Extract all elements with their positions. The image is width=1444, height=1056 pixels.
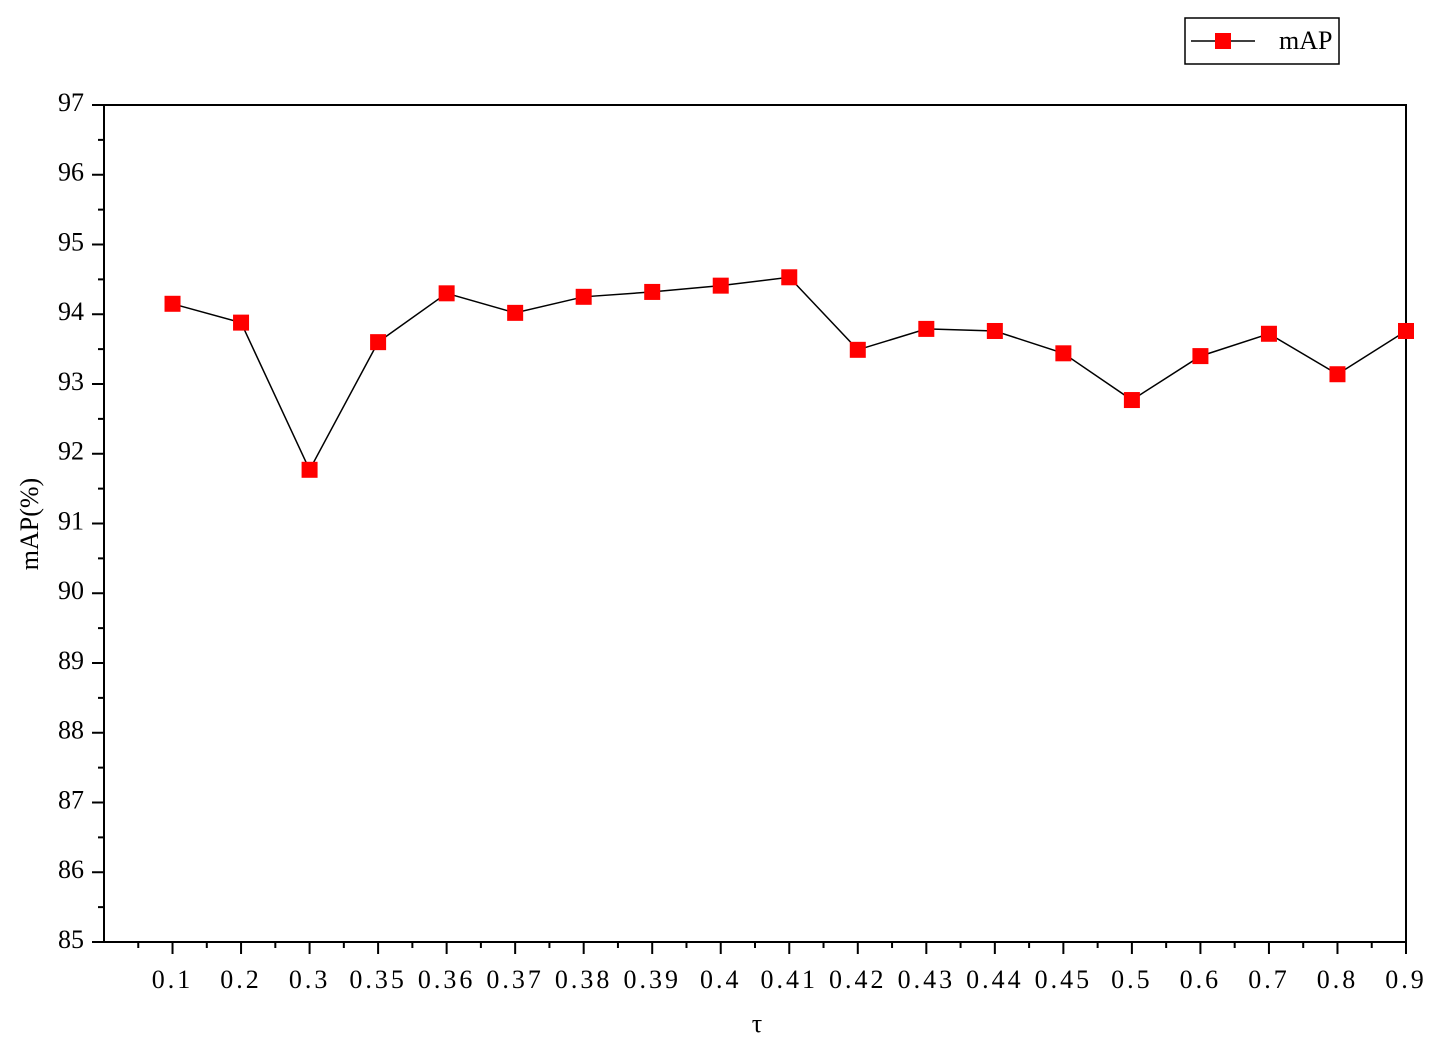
data-point: [1329, 366, 1346, 383]
x-tick-label: 0.36: [418, 965, 476, 994]
y-tick-label: 88: [58, 716, 84, 745]
legend-label: mAP: [1279, 26, 1332, 55]
y-tick-label: 91: [58, 506, 84, 535]
data-point: [918, 320, 935, 337]
data-point: [1192, 348, 1209, 365]
data-point: [986, 322, 1003, 339]
y-tick-label: 96: [58, 158, 84, 187]
y-tick-label: 95: [58, 227, 84, 256]
y-tick-label: 90: [58, 576, 84, 605]
x-tick-label: 0.39: [623, 965, 681, 994]
data-point: [233, 314, 250, 331]
y-tick-label: 87: [58, 785, 84, 814]
x-tick-label: 0.43: [898, 965, 956, 994]
x-tick-label: 0.4: [700, 965, 742, 994]
data-point: [1260, 325, 1277, 342]
y-tick-label: 85: [58, 925, 84, 954]
y-tick-label: 93: [58, 367, 84, 396]
data-point: [644, 283, 661, 300]
x-tick-label: 0.35: [349, 965, 407, 994]
y-tick-label: 92: [58, 437, 84, 466]
x-tick-label: 0.1: [152, 965, 194, 994]
data-point: [370, 334, 387, 351]
y-tick-label: 97: [58, 88, 84, 117]
x-tick-label: 0.6: [1180, 965, 1222, 994]
x-tick-label: 0.45: [1035, 965, 1093, 994]
x-tick-label: 0.2: [220, 965, 262, 994]
y-tick-label: 89: [58, 646, 84, 675]
legend-marker: [1215, 33, 1231, 49]
data-point: [438, 285, 455, 302]
x-tick-label: 0.8: [1317, 965, 1359, 994]
x-tick-label: 0.7: [1248, 965, 1290, 994]
data-point: [849, 341, 866, 358]
data-point: [575, 288, 592, 305]
data-point: [1398, 322, 1414, 339]
data-point: [781, 269, 798, 286]
data-point: [1123, 392, 1140, 409]
data-point: [301, 461, 318, 478]
y-axis-label: mAP(%): [15, 478, 44, 570]
data-point: [712, 277, 729, 294]
data-point: [164, 295, 181, 312]
x-tick-label: 0.38: [555, 965, 613, 994]
x-tick-label: 0.44: [966, 965, 1024, 994]
data-point: [1055, 345, 1072, 362]
data-point: [507, 304, 524, 321]
y-tick-label: 94: [58, 297, 84, 326]
x-tick-label: 0.42: [829, 965, 887, 994]
y-tick-label: 86: [58, 855, 84, 884]
x-axis-label: τ: [752, 1009, 762, 1038]
plot-frame: [103, 104, 1407, 943]
x-tick-label: 0.3: [289, 965, 331, 994]
x-tick-label: 0.5: [1111, 965, 1153, 994]
x-tick-label: 0.41: [761, 965, 819, 994]
x-tick-label: 0.37: [486, 965, 544, 994]
series-line: [172, 276, 1407, 472]
x-tick-label: 0.9: [1385, 965, 1427, 994]
